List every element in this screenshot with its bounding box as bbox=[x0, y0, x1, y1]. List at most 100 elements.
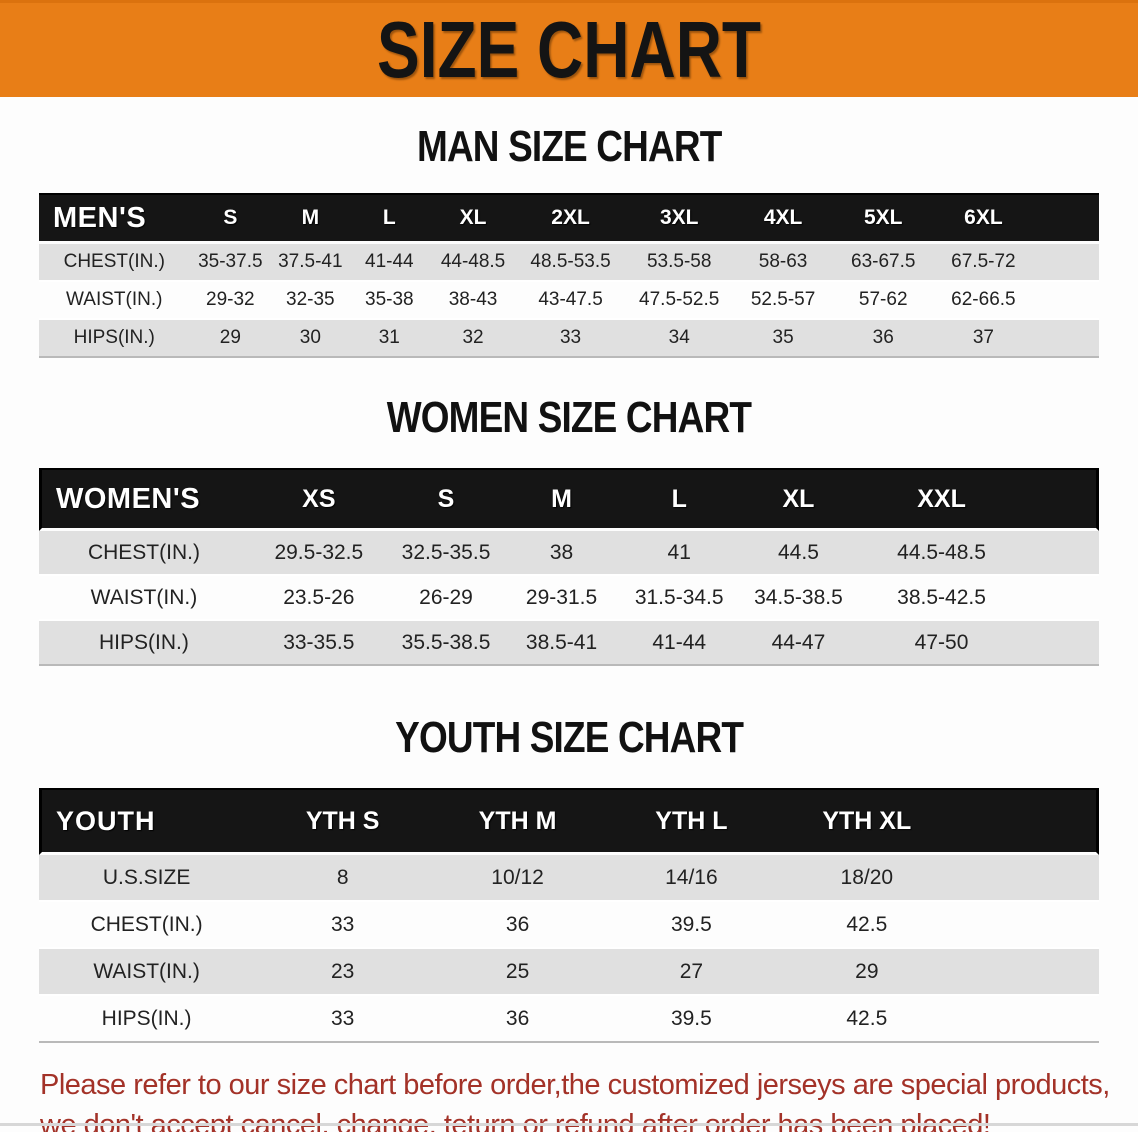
size-value: 48.5-53.5 bbox=[517, 244, 625, 282]
column-header: YTH L bbox=[603, 788, 779, 855]
size-value: 14/16 bbox=[603, 855, 779, 902]
table-row: U.S.SIZE 8 10/12 14/16 18/20 bbox=[39, 855, 1099, 902]
size-value: 38.5-42.5 bbox=[858, 576, 1025, 621]
row-label: HIPS(IN.) bbox=[39, 996, 255, 1043]
table-row: CHEST(IN.) 29.5-32.5 32.5-35.5 38 41 44.5 44.5… bbox=[39, 531, 1099, 576]
size-value: 36 bbox=[831, 320, 935, 358]
size-value: 32 bbox=[429, 320, 518, 358]
size-value: 18/20 bbox=[778, 855, 955, 902]
size-value bbox=[1024, 621, 1099, 666]
size-value: 29 bbox=[189, 320, 272, 358]
youth-size-table: YOUTH YTH S YTH M YTH L YTH XL U.S.SIZE 8 10/12… bbox=[39, 788, 1099, 1043]
size-value: 10/12 bbox=[431, 855, 604, 902]
size-value: 32.5-35.5 bbox=[388, 531, 504, 576]
size-value: 26-29 bbox=[388, 576, 504, 621]
column-header: YTH XL bbox=[778, 788, 955, 855]
men-section: MAN SIZE CHART MEN'S S M L XL 2XL 3XL 4XL 5XL 6XL… bbox=[0, 123, 1138, 358]
size-value: 33-35.5 bbox=[248, 621, 389, 666]
table-label-header: WOMEN'S bbox=[39, 468, 249, 531]
row-label: HIPS(IN.) bbox=[39, 320, 190, 358]
size-value: 37 bbox=[934, 320, 1033, 358]
column-header: S bbox=[388, 468, 504, 531]
size-value: 53.5-58 bbox=[624, 244, 735, 282]
table-row: HIPS(IN.) 33 36 39.5 42.5 bbox=[39, 996, 1099, 1043]
size-chart-banner: SIZE CHART bbox=[0, 0, 1138, 97]
men-size-table: MEN'S S M L XL 2XL 3XL 4XL 5XL 6XL CHEST(IN.) 35-37… bbox=[39, 193, 1099, 358]
size-value: 44-47 bbox=[738, 621, 859, 666]
size-value: 35.5-38.5 bbox=[388, 621, 504, 666]
column-header bbox=[954, 788, 1099, 855]
table-row: WAIST(IN.) 29-32 32-35 35-38 38-43 43-47.5 47.… bbox=[39, 282, 1099, 320]
row-label: CHEST(IN.) bbox=[39, 902, 255, 949]
size-value: 41-44 bbox=[619, 621, 739, 666]
header-row: WOMEN'S XS S M L XL XXL bbox=[39, 468, 1099, 531]
disclaimer: Please refer to our size chart before or… bbox=[0, 1065, 1138, 1132]
size-value bbox=[954, 855, 1099, 902]
size-value: 38.5-41 bbox=[503, 621, 620, 666]
column-header: YTH S bbox=[254, 788, 432, 855]
size-value: 33 bbox=[254, 996, 432, 1043]
column-header: XL bbox=[429, 193, 518, 244]
header-row: MEN'S S M L XL 2XL 3XL 4XL 5XL 6XL bbox=[39, 193, 1099, 244]
size-value bbox=[954, 949, 1099, 996]
table-row: CHEST(IN.) 35-37.5 37.5-41 41-44 44-48.5 48.5… bbox=[39, 244, 1099, 282]
size-value: 32-35 bbox=[271, 282, 350, 320]
row-label: U.S.SIZE bbox=[39, 855, 255, 902]
column-header bbox=[1024, 468, 1099, 531]
size-value: 35 bbox=[734, 320, 832, 358]
size-value: 62-66.5 bbox=[934, 282, 1033, 320]
disclaimer-line-1: Please refer to our size chart before or… bbox=[40, 1069, 1110, 1101]
youth-section-heading: YOUTH SIZE CHART bbox=[0, 714, 1138, 762]
size-value: 38-43 bbox=[429, 282, 518, 320]
column-header: L bbox=[349, 193, 430, 244]
youth-section-heading-text: YOUTH SIZE CHART bbox=[395, 713, 744, 762]
size-value: 29.5-32.5 bbox=[248, 531, 389, 576]
size-value: 34 bbox=[624, 320, 735, 358]
column-header bbox=[1032, 193, 1099, 244]
row-label: HIPS(IN.) bbox=[39, 621, 249, 666]
size-value: 29-31.5 bbox=[503, 576, 620, 621]
size-value: 30 bbox=[271, 320, 350, 358]
row-label: CHEST(IN.) bbox=[39, 244, 190, 282]
row-label: CHEST(IN.) bbox=[39, 531, 249, 576]
column-header: M bbox=[271, 193, 350, 244]
column-header: 4XL bbox=[734, 193, 832, 244]
size-value: 44-48.5 bbox=[429, 244, 518, 282]
size-value bbox=[1032, 282, 1099, 320]
size-value: 8 bbox=[254, 855, 432, 902]
size-value: 37.5-41 bbox=[271, 244, 350, 282]
size-value: 39.5 bbox=[603, 902, 779, 949]
size-value: 44.5 bbox=[738, 531, 859, 576]
row-label: WAIST(IN.) bbox=[39, 576, 249, 621]
size-value bbox=[954, 996, 1099, 1043]
column-header: 6XL bbox=[934, 193, 1033, 244]
size-value: 25 bbox=[431, 949, 604, 996]
size-value: 33 bbox=[517, 320, 625, 358]
size-value bbox=[1024, 576, 1099, 621]
size-value: 33 bbox=[254, 902, 432, 949]
table-row: HIPS(IN.) 33-35.5 35.5-38.5 38.5-41 41-44 44-… bbox=[39, 621, 1099, 666]
size-value bbox=[954, 902, 1099, 949]
column-header: M bbox=[503, 468, 620, 531]
column-header: XXL bbox=[858, 468, 1025, 531]
table-label-header: YOUTH bbox=[39, 788, 255, 855]
size-value: 41-44 bbox=[349, 244, 430, 282]
column-header: S bbox=[189, 193, 272, 244]
row-label: WAIST(IN.) bbox=[39, 282, 190, 320]
women-section-heading-text: WOMEN SIZE CHART bbox=[386, 393, 752, 442]
size-value bbox=[1032, 244, 1099, 282]
youth-section: YOUTH SIZE CHART YOUTH YTH S YTH M YTH L YTH… bbox=[0, 714, 1138, 1043]
size-value: 41 bbox=[619, 531, 739, 576]
women-section-heading: WOMEN SIZE CHART bbox=[0, 394, 1138, 442]
column-header: 5XL bbox=[831, 193, 935, 244]
size-value: 39.5 bbox=[603, 996, 779, 1043]
size-value: 23 bbox=[254, 949, 432, 996]
size-value: 67.5-72 bbox=[934, 244, 1033, 282]
size-value: 31 bbox=[349, 320, 430, 358]
size-value: 29-32 bbox=[189, 282, 272, 320]
size-value: 63-67.5 bbox=[831, 244, 935, 282]
men-section-heading-text: MAN SIZE CHART bbox=[416, 122, 722, 171]
size-value: 52.5-57 bbox=[734, 282, 832, 320]
women-section: WOMEN SIZE CHART WOMEN'S XS S M L XL XXL CHEST(… bbox=[0, 394, 1138, 666]
